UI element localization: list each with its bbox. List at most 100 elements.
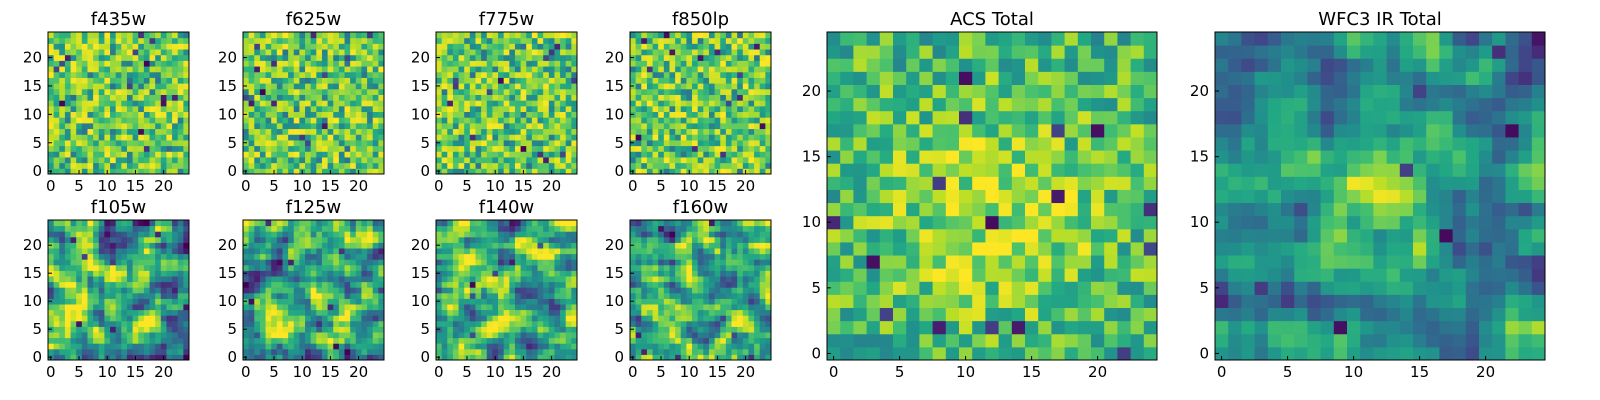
- heatmap-cell: [243, 304, 250, 311]
- heatmap-cell: [571, 156, 578, 164]
- heatmap-cell: [248, 332, 255, 339]
- heatmap-cell: [76, 298, 83, 305]
- heatmap-cell: [172, 83, 179, 90]
- heatmap-cell: [748, 32, 755, 39]
- heatmap-cell: [481, 281, 488, 288]
- heatmap-cell: [98, 122, 105, 130]
- heatmap-cell: [64, 60, 72, 67]
- heatmap-cell: [646, 259, 654, 266]
- heatmap-cell: [554, 315, 561, 322]
- heatmap-cell: [115, 105, 122, 113]
- heatmap-cell: [498, 259, 505, 266]
- heatmap-cell: [571, 162, 578, 169]
- heatmap-cell: [765, 66, 772, 73]
- heatmap-cell: [53, 71, 60, 78]
- heatmap-cell: [93, 139, 100, 147]
- heatmap-cell: [658, 71, 665, 78]
- heatmap-cell: [378, 276, 385, 283]
- heatmap-cell: [759, 54, 766, 61]
- heatmap-cell: [503, 71, 510, 78]
- heatmap-cell: [48, 309, 55, 316]
- heatmap-cell: [93, 88, 100, 95]
- heatmap-cell: [571, 168, 578, 175]
- heatmap-cell: [503, 248, 510, 255]
- heatmap-cell: [282, 236, 289, 243]
- heatmap-cell: [367, 253, 374, 260]
- heatmap-cell: [641, 281, 648, 288]
- heatmap-cell: [641, 88, 648, 95]
- heatmap-cell: [48, 320, 55, 327]
- heatmap-cell: [305, 225, 312, 232]
- heatmap-cell: [333, 253, 340, 260]
- heatmap-cell: [344, 151, 351, 158]
- heatmap-cell: [378, 309, 385, 316]
- heatmap-cell: [282, 83, 289, 90]
- heatmap-cell: [565, 71, 572, 78]
- heatmap-cell: [686, 134, 693, 141]
- heatmap-cell: [526, 253, 533, 260]
- heatmap-cell: [172, 287, 179, 294]
- heatmap-cell: [183, 168, 190, 175]
- heatmap-cell: [765, 49, 772, 56]
- heatmap-cell: [48, 145, 55, 152]
- heatmap-cell: [327, 162, 334, 169]
- heatmap-cell: [305, 236, 312, 243]
- heatmap-cell: [81, 151, 88, 158]
- heatmap-cell: [305, 231, 312, 238]
- heatmap-cell: [731, 162, 738, 169]
- heatmap-cell: [692, 156, 699, 164]
- heatmap-cell: [697, 71, 704, 78]
- heatmap-cell: [121, 37, 128, 44]
- heatmap-cell: [53, 304, 60, 311]
- heatmap-cell: [288, 270, 295, 277]
- heatmap-cell: [338, 264, 346, 271]
- heatmap-cell: [486, 54, 493, 61]
- heatmap-cell: [305, 151, 312, 158]
- heatmap-cell: [310, 337, 317, 344]
- heatmap-cell: [143, 270, 151, 277]
- heatmap-cell: [155, 168, 162, 175]
- heatmap-cell: [166, 253, 173, 260]
- heatmap-cell: [81, 94, 88, 101]
- heatmap-cell: [658, 259, 665, 266]
- heatmap-cell: [305, 156, 312, 164]
- heatmap-cell: [509, 145, 516, 152]
- heatmap-cell: [172, 32, 179, 39]
- heatmap-cell: [87, 111, 94, 118]
- heatmap-cell: [441, 145, 448, 152]
- heatmap-cell: [126, 298, 134, 305]
- heatmap-cell: [464, 253, 471, 260]
- heatmap-cell: [160, 315, 167, 322]
- heatmap-cell: [646, 134, 654, 141]
- y-tick-label: 20: [218, 49, 237, 67]
- heatmap-cell: [458, 309, 465, 316]
- heatmap-cell: [759, 83, 766, 90]
- heatmap-cell: [663, 128, 670, 135]
- heatmap-cell: [458, 298, 465, 305]
- heatmap-cell: [742, 37, 749, 44]
- heatmap-cell: [526, 281, 533, 288]
- heatmap-cell: [720, 66, 727, 73]
- heatmap-cell: [714, 139, 721, 147]
- heatmap-cell: [526, 231, 533, 238]
- heatmap-cell: [76, 320, 83, 327]
- heatmap-cell: [571, 332, 578, 339]
- heatmap-cell: [441, 253, 448, 260]
- heatmap-cell: [754, 83, 761, 90]
- heatmap-cell: [276, 337, 283, 344]
- heatmap-cell: [126, 94, 134, 101]
- heatmap-cell: [160, 71, 167, 78]
- heatmap-cell: [355, 315, 362, 322]
- heatmap-cell: [492, 281, 499, 288]
- heatmap-cell: [486, 304, 493, 311]
- heatmap-cell: [503, 88, 510, 95]
- heatmap-cell: [59, 162, 66, 169]
- heatmap-cell: [509, 332, 516, 339]
- heatmap-cell: [149, 309, 156, 316]
- heatmap-cell: [333, 134, 340, 141]
- heatmap-cell: [48, 304, 55, 311]
- heatmap-cell: [81, 348, 88, 355]
- heatmap-cell: [327, 326, 334, 333]
- heatmap-cell: [293, 320, 300, 327]
- heatmap-cell: [132, 145, 139, 152]
